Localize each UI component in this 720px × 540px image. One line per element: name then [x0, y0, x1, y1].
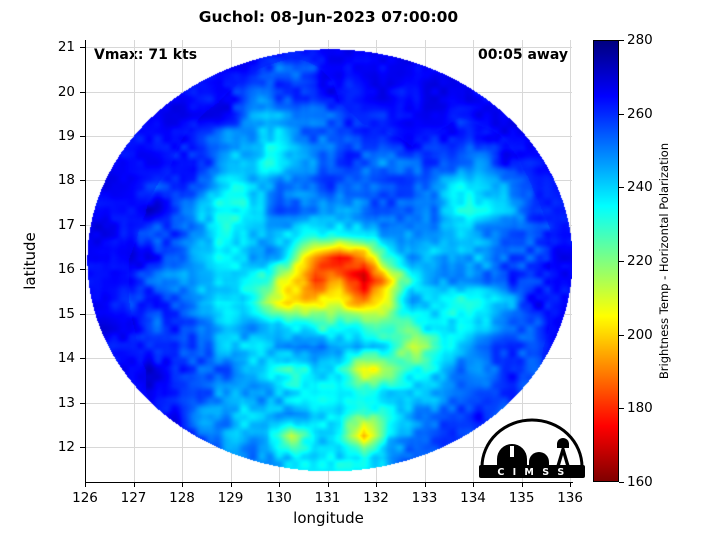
colorbar-tick-mark	[619, 482, 624, 483]
y-tick-label: 14	[57, 350, 75, 367]
x-tick-label: 133	[411, 490, 438, 506]
observatory-dome-small-icon	[529, 452, 549, 467]
y-tick-mark	[80, 446, 85, 448]
x-tick-label: 130	[266, 490, 292, 506]
x-tick-label: 134	[460, 490, 486, 506]
colorbar-tick-label: 200	[627, 326, 653, 343]
x-tick-label: 136	[557, 490, 583, 506]
y-tick-mark	[80, 313, 85, 315]
colorbar-tick-label: 180	[627, 400, 653, 417]
cimss-logo: C I M S S	[479, 418, 585, 478]
y-tick-label: 20	[57, 83, 75, 100]
plot-title: Guchol: 08-Jun-2023 07:00:00	[198, 8, 459, 26]
y-tick-mark	[80, 358, 85, 360]
colorbar-tick-label: 260	[627, 105, 653, 122]
colorbar-tick-mark	[619, 408, 624, 410]
y-tick-mark	[80, 47, 85, 49]
x-tick-mark	[85, 482, 86, 487]
x-tick-mark	[230, 482, 232, 487]
colorbar-tick-mark	[619, 334, 624, 336]
y-tick-label: 12	[57, 438, 75, 455]
y-tick-mark	[80, 180, 85, 182]
colorbar-tick-mark	[619, 261, 624, 262]
y-tick-label: 19	[57, 128, 75, 144]
x-tick-mark	[570, 482, 572, 487]
colorbar-label: Brightness Temp - Horizontal Polarizatio…	[657, 142, 671, 380]
x-tick-mark	[376, 482, 377, 487]
y-axis-line	[85, 40, 86, 483]
colorbar-tick-label: 240	[627, 179, 653, 196]
x-tick-mark	[182, 482, 183, 487]
water-tower-legs-icon	[556, 447, 570, 467]
observatory-dome-slit	[510, 446, 514, 457]
x-tick-label: 128	[169, 490, 195, 506]
x-tick-label: 129	[217, 490, 244, 506]
y-tick-label: 16	[57, 261, 75, 278]
colorbar-tick-label: 220	[627, 253, 653, 269]
brightness-temp-heatmap	[85, 40, 572, 482]
cimss-logo-text: C I M S S	[497, 467, 566, 478]
colorbar-tick-mark	[619, 40, 624, 41]
x-tick-label: 126	[72, 490, 98, 506]
x-tick-mark	[473, 482, 474, 487]
y-tick-mark	[80, 224, 85, 226]
x-tick-mark	[424, 482, 426, 487]
colorbar-tick-label: 160	[627, 474, 653, 490]
x-tick-label: 131	[314, 490, 341, 506]
colorbar-tick-label: 280	[627, 32, 653, 48]
y-tick-mark	[80, 136, 85, 137]
y-tick-mark	[80, 91, 85, 93]
y-tick-label: 13	[57, 394, 75, 411]
y-tick-label: 21	[57, 39, 75, 56]
y-tick-label: 17	[57, 216, 75, 233]
x-tick-mark	[279, 482, 280, 487]
water-tower-tank-icon	[557, 438, 569, 448]
x-axis-line	[85, 482, 573, 483]
x-tick-mark	[327, 482, 329, 487]
x-tick-label: 132	[363, 490, 389, 506]
y-tick-label: 18	[57, 172, 75, 189]
y-tick-mark	[80, 402, 85, 404]
colorbar	[593, 40, 619, 482]
x-tick-mark	[521, 482, 523, 487]
x-axis-label: longitude	[293, 509, 364, 527]
colorbar-tick-mark	[619, 187, 624, 189]
y-axis-label: latitude	[21, 232, 39, 290]
x-tick-mark	[133, 482, 135, 487]
y-tick-label: 15	[57, 305, 75, 322]
colorbar-tick-mark	[619, 113, 624, 115]
y-tick-mark	[80, 269, 85, 271]
x-tick-label: 135	[508, 490, 535, 506]
x-tick-label: 127	[120, 490, 147, 506]
logo-banner	[479, 465, 585, 478]
